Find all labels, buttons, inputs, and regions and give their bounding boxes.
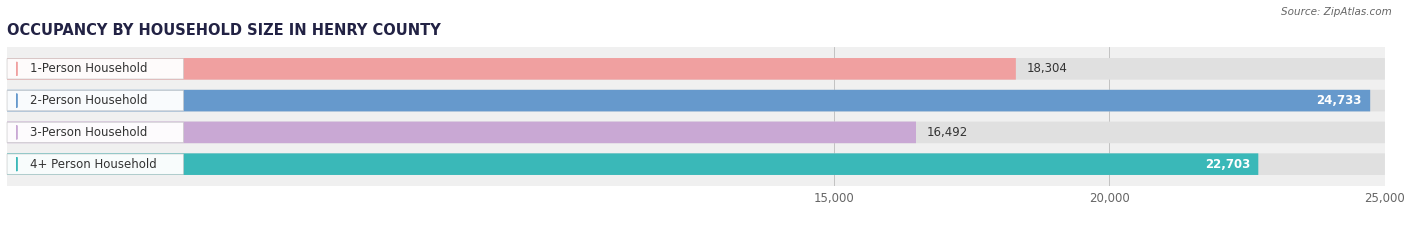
FancyBboxPatch shape xyxy=(7,58,1017,80)
Text: 18,304: 18,304 xyxy=(1026,62,1067,75)
Text: 22,703: 22,703 xyxy=(1205,158,1250,171)
Text: 2-Person Household: 2-Person Household xyxy=(30,94,148,107)
FancyBboxPatch shape xyxy=(7,90,1371,111)
FancyBboxPatch shape xyxy=(7,122,183,143)
Text: 3-Person Household: 3-Person Household xyxy=(30,126,148,139)
Text: OCCUPANCY BY HOUSEHOLD SIZE IN HENRY COUNTY: OCCUPANCY BY HOUSEHOLD SIZE IN HENRY COU… xyxy=(7,24,440,38)
Text: Source: ZipAtlas.com: Source: ZipAtlas.com xyxy=(1281,7,1392,17)
FancyBboxPatch shape xyxy=(7,153,1385,175)
Text: 1-Person Household: 1-Person Household xyxy=(30,62,148,75)
FancyBboxPatch shape xyxy=(7,122,1385,143)
FancyBboxPatch shape xyxy=(7,58,1385,80)
FancyBboxPatch shape xyxy=(7,90,1385,111)
FancyBboxPatch shape xyxy=(7,122,915,143)
FancyBboxPatch shape xyxy=(7,59,183,79)
FancyBboxPatch shape xyxy=(7,90,183,111)
Text: 24,733: 24,733 xyxy=(1316,94,1362,107)
Text: 4+ Person Household: 4+ Person Household xyxy=(30,158,156,171)
FancyBboxPatch shape xyxy=(7,154,183,174)
Text: 16,492: 16,492 xyxy=(927,126,969,139)
FancyBboxPatch shape xyxy=(7,153,1258,175)
